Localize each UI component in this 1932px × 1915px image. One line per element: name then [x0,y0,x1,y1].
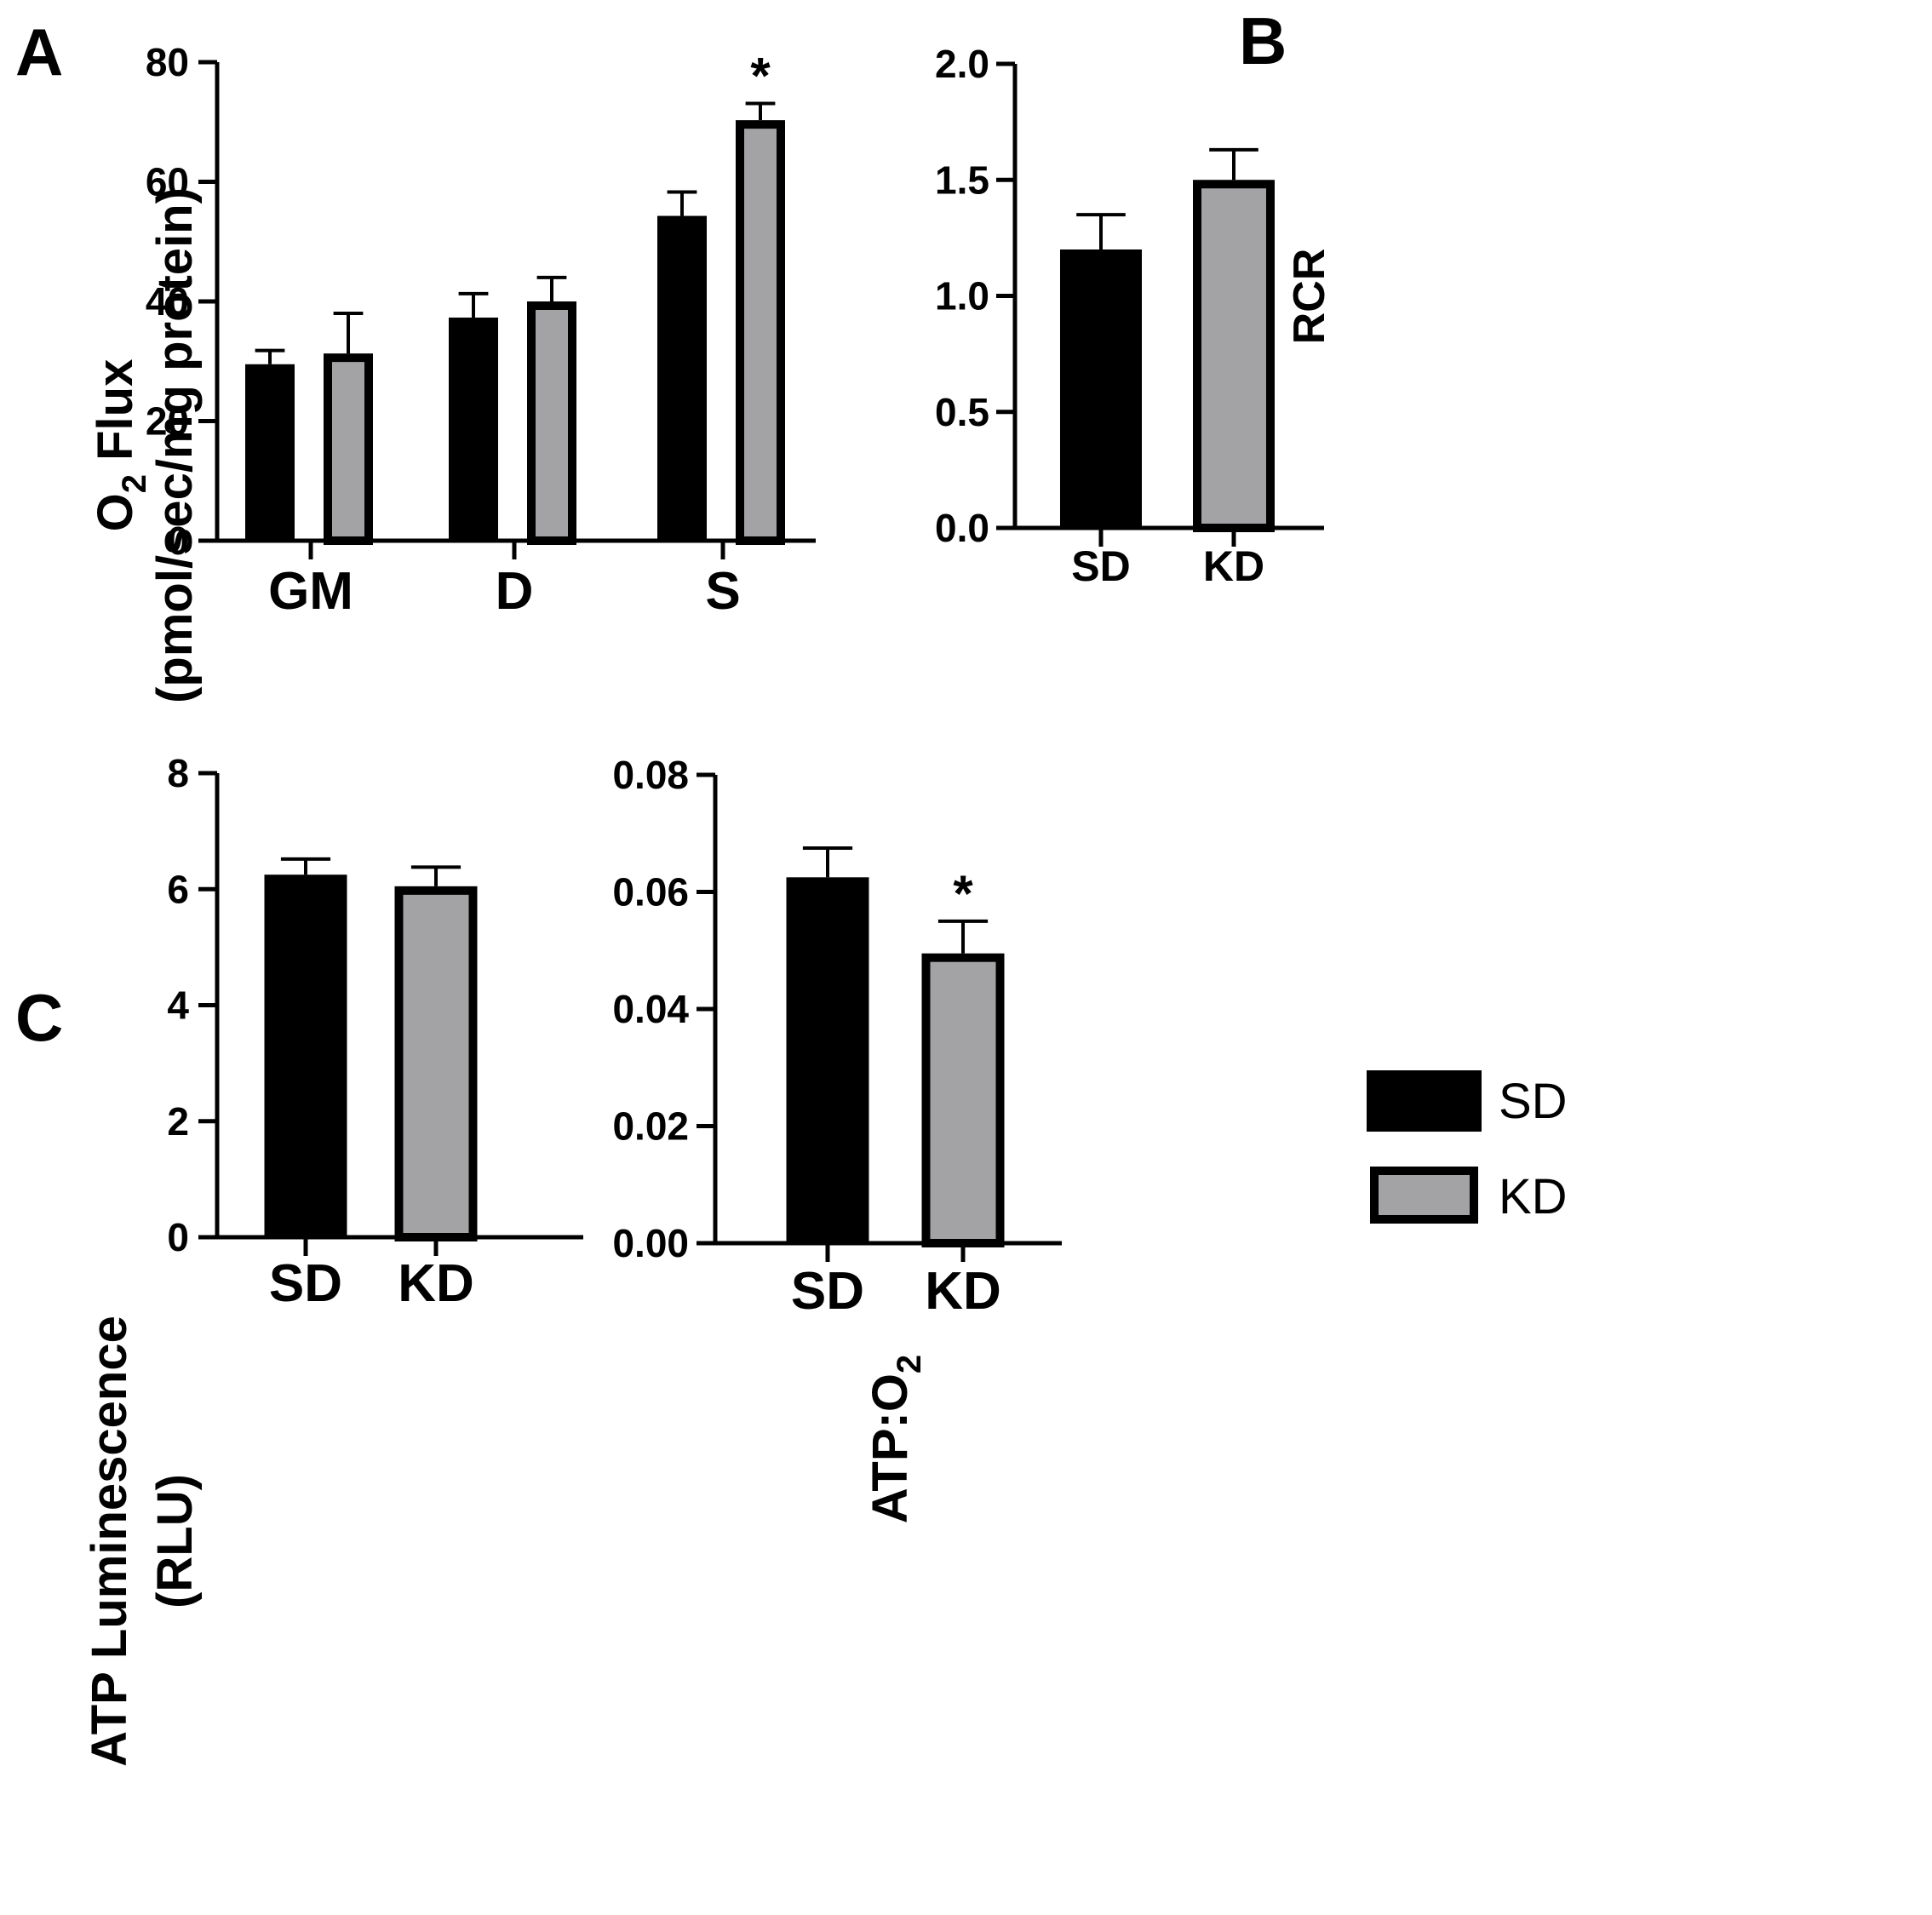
bar-kd [921,953,1005,1247]
panel-d-ylabel: ATP:O2 [863,1355,928,1523]
x-tick-label-s: S [705,562,740,621]
x-tick-label-sd: SD [1071,542,1130,590]
panel-a: A O2 Flux (pmol/sec/mg protein) 0 20 40 60 8… [15,14,816,703]
panel-c-letter: C [15,980,63,1055]
y-tick-label: 2.0 [935,42,989,86]
bar-gm-kd [324,353,373,545]
panel-c-ylabel-units: (RLU) [147,1474,203,1608]
x-tick-label-kd: KD [1203,542,1264,590]
y-tick-label: 6 [167,867,189,911]
y-tick-label: 1.0 [935,274,989,318]
bar-sd [264,874,347,1237]
x-tick-label-d: D [496,562,534,621]
legend-label-sd: SD [1499,1074,1568,1129]
bar-s-sd [657,215,707,542]
bar-kd-significance: * [953,865,973,922]
bar-sd [786,877,869,1243]
bar-sd [1060,249,1142,528]
bar-d-sd [449,317,498,541]
y-tick-label: 60 [146,160,189,204]
y-tick-label: 80 [146,40,189,84]
legend: SD KD [1367,1070,1568,1224]
y-tick-label: 0.08 [612,753,689,797]
panel-c: C ATP Luminescence (RLU) 0 2 4 6 8 SD KD [15,751,583,1767]
y-tick-label: 20 [146,399,189,444]
panel-b-letter: B [1239,3,1287,78]
y-tick-label: 0.02 [612,1104,689,1149]
y-tick-label: 1.5 [935,158,989,202]
bar-s-kd [736,120,785,546]
y-tick-label: 4 [167,983,189,1028]
legend-swatch-kd [1370,1167,1478,1224]
y-tick-label: 0.04 [612,987,689,1031]
x-tick-label-kd: KD [398,1254,474,1313]
bar-d-kd [527,301,576,545]
bar-gm-sd [245,364,295,541]
bar-kd [1193,180,1275,532]
x-tick-label-kd: KD [925,1262,1001,1321]
panel-c-ylabel: ATP Luminescence [82,1316,137,1767]
x-tick-label-gm: GM [268,562,353,621]
panel-b-ylabel: RCR [1285,249,1334,345]
y-tick-label: 0.06 [612,870,689,914]
y-tick-label: 8 [167,751,189,795]
bar-kd [394,886,478,1241]
bar-s-kd-significance: * [750,47,771,104]
y-tick-label: 2 [167,1099,189,1144]
legend-swatch-sd [1367,1070,1482,1132]
y-tick-label: 0 [167,519,189,563]
panel-a-ylabel: O2 Flux [88,359,153,532]
y-tick-label: 0.5 [935,390,989,434]
panel-a-ylabel-units: (pmol/sec/mg protein) [147,187,203,703]
panel-a-letter: A [15,14,63,89]
legend-label-kd: KD [1499,1169,1568,1224]
y-tick-label: 40 [146,279,189,324]
x-tick-label-sd: SD [791,1262,864,1321]
y-tick-label: 0.00 [612,1221,689,1265]
panel-b: B RCR 0.0 0.5 1.0 1.5 2.0 SD KD [935,3,1334,590]
y-tick-label: 0 [167,1215,189,1259]
x-tick-label-sd: SD [269,1254,342,1313]
y-tick-label: 0.0 [935,506,989,550]
